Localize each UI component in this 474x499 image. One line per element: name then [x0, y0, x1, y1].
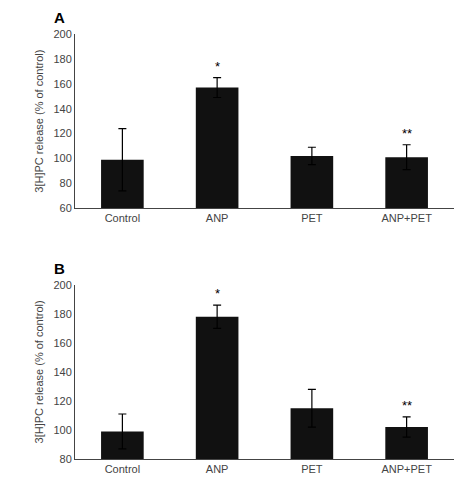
svg-text:B: B	[54, 260, 65, 277]
svg-text:200: 200	[53, 279, 71, 291]
svg-text:140: 140	[53, 103, 71, 115]
svg-text:Control: Control	[105, 463, 140, 475]
svg-text:140: 140	[53, 366, 71, 378]
svg-text:**: **	[402, 126, 412, 141]
svg-text:180: 180	[53, 53, 71, 65]
svg-text:80: 80	[60, 453, 72, 465]
svg-text:*: *	[215, 286, 220, 301]
svg-text:60: 60	[60, 202, 72, 214]
svg-text:160: 160	[53, 337, 71, 349]
svg-text:*: *	[215, 59, 220, 74]
svg-text:PET: PET	[301, 463, 323, 475]
svg-text:100: 100	[53, 152, 71, 164]
svg-text:ANP+PET: ANP+PET	[381, 212, 432, 224]
svg-text:200: 200	[53, 28, 71, 40]
svg-text:3[H]PC release (% of control): 3[H]PC release (% of control)	[33, 50, 45, 193]
svg-text:80: 80	[60, 177, 72, 189]
svg-text:A: A	[54, 9, 65, 26]
svg-text:ANP+PET: ANP+PET	[381, 463, 432, 475]
svg-text:120: 120	[53, 127, 71, 139]
svg-text:120: 120	[53, 395, 71, 407]
svg-text:ANP: ANP	[206, 212, 229, 224]
svg-text:3[H]PC release (% of control): 3[H]PC release (% of control)	[33, 300, 45, 443]
svg-text:**: **	[402, 398, 412, 413]
svg-text:160: 160	[53, 78, 71, 90]
svg-text:PET: PET	[301, 212, 323, 224]
svg-text:100: 100	[53, 424, 71, 436]
svg-text:Control: Control	[105, 212, 140, 224]
svg-text:180: 180	[53, 308, 71, 320]
svg-text:ANP: ANP	[206, 463, 229, 475]
